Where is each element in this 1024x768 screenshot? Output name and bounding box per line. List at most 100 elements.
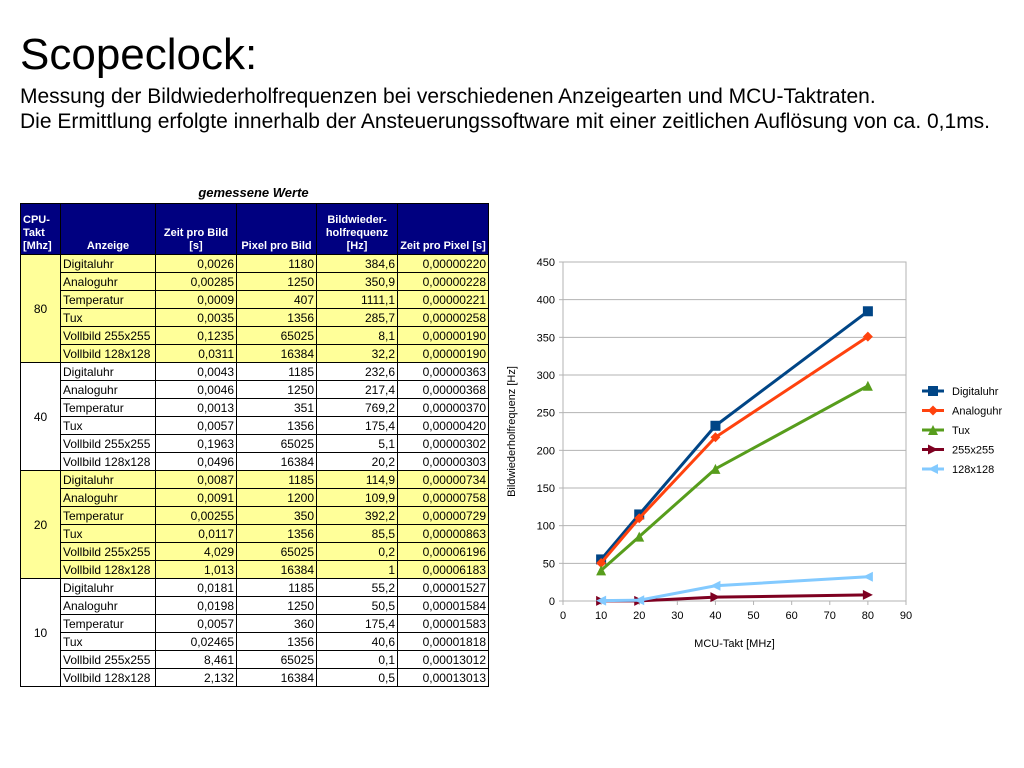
zeit-pro-pixel-cell: 0,00000190 [397, 326, 489, 345]
anzeige-cell: Digitaluhr [60, 362, 156, 381]
pixel-pro-bild-cell: 1185 [236, 470, 317, 489]
table-row: Analoguhr 0,0046 1250 217,4 0,00000368 [21, 380, 489, 399]
frequenz-cell: 114,9 [316, 470, 398, 489]
zeit-pro-pixel-cell: 0,00000302 [397, 434, 489, 453]
anzeige-cell: Vollbild 128x128 [60, 344, 156, 363]
table-row: Tux 0,02465 1356 40,6 0,00001818 [21, 632, 489, 651]
frequenz-cell: 1111,1 [316, 290, 398, 309]
page-subtitle: Messung der Bildwiederholfrequenzen bei … [20, 84, 1010, 134]
y-tick-label: 50 [543, 558, 555, 570]
plot-area [562, 261, 907, 602]
anzeige-cell: Vollbild 128x128 [60, 560, 156, 579]
table-row: Analoguhr 0,0198 1250 50,5 0,00001584 [21, 596, 489, 615]
zeit-pro-pixel-cell: 0,00000303 [397, 452, 489, 471]
data-point [634, 531, 645, 542]
frequenz-cell: 40,6 [316, 632, 398, 651]
frequenz-cell: 384,6 [316, 254, 398, 273]
table-row: Tux 0,0035 1356 285,7 0,00000258 [21, 308, 489, 327]
frequenz-cell: 0,2 [316, 542, 398, 561]
y-tick-label: 300 [537, 370, 555, 382]
frequenz-cell: 350,9 [316, 272, 398, 291]
frequenz-cell: 50,5 [316, 596, 398, 615]
zeit-pro-bild-cell: 0,0091 [155, 488, 237, 507]
anzeige-cell: Analoguhr [60, 488, 156, 507]
table-row: Vollbild 255x255 8,461 65025 0,1 0,00013012 [21, 650, 489, 669]
series-line-tux [600, 384, 869, 572]
table-row: Vollbild 128x128 0,0496 16384 20,2 0,0000030… [21, 452, 489, 471]
data-point [596, 565, 607, 576]
zeit-pro-bild-cell: 0,0035 [155, 308, 237, 327]
frequenz-cell: 175,4 [316, 416, 398, 435]
anzeige-cell: Analoguhr [60, 272, 156, 291]
table-header-row: CPU-Takt [Mhz] Anzeige Zeit pro Bild [s]… [20, 203, 489, 255]
pixel-pro-bild-cell: 1200 [236, 488, 317, 507]
pixel-pro-bild-cell: 1180 [236, 254, 317, 273]
data-point [862, 571, 873, 582]
data-point [710, 420, 721, 431]
x-tick-label: 60 [786, 610, 798, 622]
frequenz-cell: 0,1 [316, 650, 398, 669]
cpu-takt-cell: 20 [20, 470, 61, 579]
zeit-pro-bild-cell: 0,0057 [155, 416, 237, 435]
anzeige-cell: Vollbild 128x128 [60, 452, 156, 471]
frequenz-cell: 0,5 [316, 668, 398, 687]
pixel-pro-bild-cell: 1250 [236, 380, 317, 399]
pixel-pro-bild-cell: 1356 [236, 416, 317, 435]
zeit-pro-pixel-cell: 0,00000220 [397, 254, 489, 273]
data-point [634, 513, 645, 524]
y-tick-label: 250 [537, 408, 555, 420]
pixel-pro-bild-cell: 407 [236, 290, 317, 309]
zeit-pro-bild-cell: 0,1963 [155, 434, 237, 453]
table-row: Temperatur 0,0057 360 175,4 0,00001583 [21, 614, 489, 633]
legend-label: Tux [952, 425, 970, 437]
anzeige-cell: Vollbild 255x255 [60, 326, 156, 345]
frequenz-cell: 85,5 [316, 524, 398, 543]
zeit-pro-bild-cell: 0,0181 [155, 578, 237, 597]
header-zeit-pro-bild: Zeit pro Bild [s] [155, 203, 237, 255]
zeit-pro-pixel-cell: 0,00001584 [397, 596, 489, 615]
data-point [862, 331, 873, 342]
table-row: Temperatur 0,0009 407 1111,1 0,00000221 [21, 290, 489, 309]
zeit-pro-pixel-cell: 0,00001583 [397, 614, 489, 633]
anzeige-cell: Vollbild 255x255 [60, 542, 156, 561]
measurement-table: CPU-Takt [Mhz] Anzeige Zeit pro Bild [s]… [20, 203, 489, 687]
pixel-pro-bild-cell: 350 [236, 506, 317, 525]
zeit-pro-pixel-cell: 0,00000363 [397, 362, 489, 381]
table-row: 40 Digitaluhr 0,0043 1185 232,6 0,00000363 [20, 362, 489, 471]
frequenz-cell: 232,6 [316, 362, 398, 381]
anzeige-cell: Tux [60, 416, 156, 435]
legend-marker [928, 405, 938, 416]
zeit-pro-pixel-cell: 0,00000221 [397, 290, 489, 309]
table-row: Analoguhr 0,0091 1200 109,9 0,00000758 [21, 488, 489, 507]
zeit-pro-bild-cell: 0,0046 [155, 380, 237, 399]
anzeige-cell: Temperatur [60, 398, 156, 417]
frequenz-cell: 5,1 [316, 434, 398, 453]
zeit-pro-bild-cell: 0,0496 [155, 452, 237, 471]
table-caption: gemessene Werte [198, 185, 309, 200]
data-point [596, 557, 607, 568]
series-line-analoguhr [599, 335, 869, 564]
anzeige-cell: Analoguhr [60, 380, 156, 399]
pixel-pro-bild-cell: 65025 [236, 542, 317, 561]
x-tick-label: 70 [824, 610, 836, 622]
table-row: 20 Digitaluhr 0,0087 1185 114,9 0,00000734 [20, 470, 489, 579]
page-title: Scopeclock: [20, 30, 258, 79]
pixel-pro-bild-cell: 65025 [236, 434, 317, 453]
anzeige-cell: Temperatur [60, 614, 156, 633]
table-row: 10 Digitaluhr 0,0181 1185 55,2 0,00001527 [20, 578, 489, 687]
x-tick-label: 80 [862, 610, 874, 622]
y-tick-label: 450 [537, 257, 555, 269]
frequenz-cell: 392,2 [316, 506, 398, 525]
x-tick-label: 40 [709, 610, 721, 622]
legend-label: 255x255 [952, 445, 994, 457]
y-tick-label: 150 [537, 483, 555, 495]
zeit-pro-bild-cell: 0,1235 [155, 326, 237, 345]
table-row: Tux 0,0117 1356 85,5 0,00000863 [21, 524, 489, 543]
anzeige-cell: Tux [60, 524, 156, 543]
data-point [710, 463, 721, 474]
header-zeit-pro-pixel: Zeit pro Pixel [s] [397, 203, 489, 255]
data-point [862, 589, 873, 600]
table-body: 80 Digitaluhr 0,0026 1180 384,6 0,00000220 Ana… [20, 254, 489, 687]
frequenz-cell: 55,2 [316, 578, 398, 597]
pixel-pro-bild-cell: 16384 [236, 560, 317, 579]
